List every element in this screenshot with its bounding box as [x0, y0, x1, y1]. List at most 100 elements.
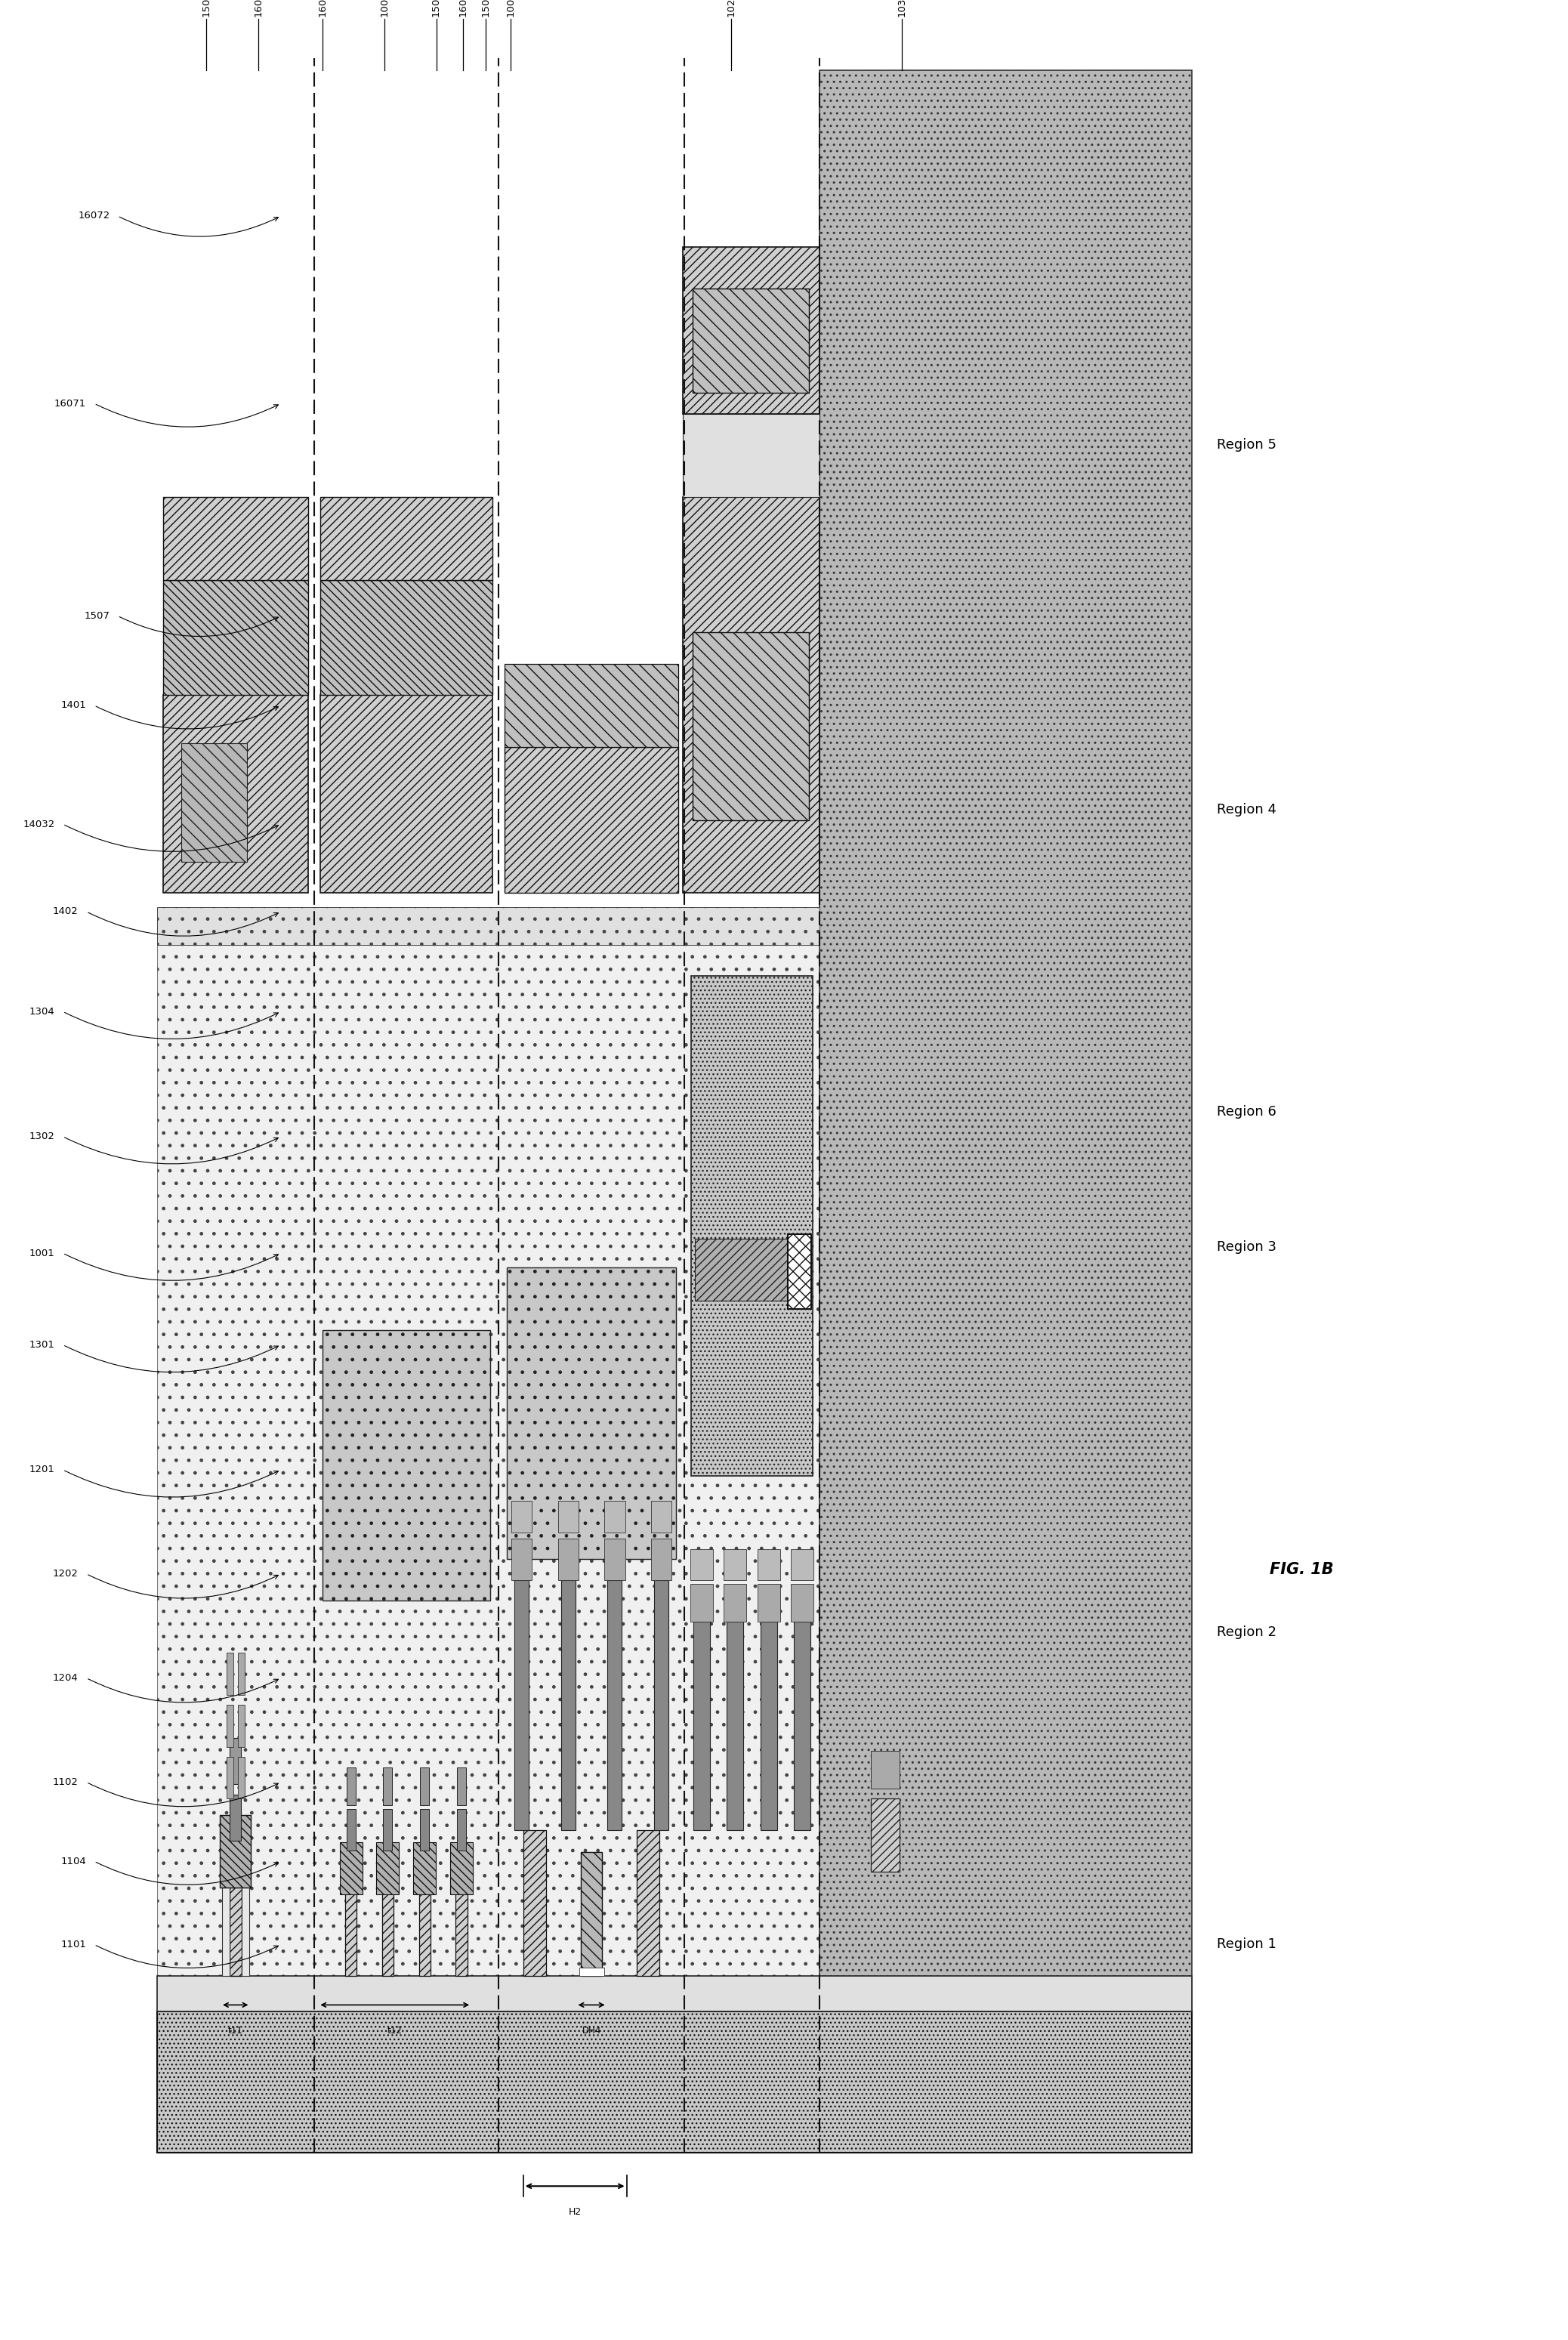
Text: 1402: 1402 — [53, 906, 78, 917]
Bar — [690, 1584, 713, 1622]
Text: 1302: 1302 — [30, 1133, 55, 1142]
Bar — [695, 1238, 809, 1301]
Text: 1104: 1104 — [61, 1856, 86, 1865]
Bar — [514, 1580, 528, 1830]
Text: DH4: DH4 — [582, 2026, 601, 2036]
Text: 1507: 1507 — [85, 611, 110, 620]
Text: 1605: 1605 — [458, 0, 467, 16]
Bar — [238, 1706, 245, 1746]
Bar — [604, 1537, 626, 1580]
Text: FIG. 1B: FIG. 1B — [1270, 1563, 1333, 1577]
Bar — [604, 1500, 626, 1533]
Bar — [320, 496, 492, 580]
Bar — [383, 1809, 392, 1851]
Bar — [163, 695, 307, 894]
Text: 1506: 1506 — [202, 0, 212, 16]
Bar — [320, 695, 492, 894]
Bar — [506, 1268, 676, 1558]
Bar — [511, 1537, 532, 1580]
Text: 1201: 1201 — [30, 1465, 55, 1474]
Bar — [870, 1799, 900, 1872]
Text: 1204: 1204 — [53, 1673, 78, 1682]
Bar — [157, 908, 818, 945]
Text: 103: 103 — [897, 0, 906, 16]
Text: Region 3: Region 3 — [1217, 1240, 1276, 1254]
Bar — [693, 1622, 710, 1830]
Bar — [221, 1881, 229, 1975]
Bar — [760, 1622, 778, 1830]
Bar — [724, 1584, 746, 1622]
Bar — [690, 1549, 713, 1580]
Bar — [383, 1767, 392, 1804]
Bar — [376, 1842, 400, 1895]
Bar — [651, 1537, 671, 1580]
Bar — [682, 248, 818, 414]
Bar — [724, 1549, 746, 1580]
Text: 1304: 1304 — [30, 1006, 55, 1016]
Bar — [220, 1816, 251, 1888]
Bar — [182, 742, 246, 861]
Bar — [637, 1830, 660, 1975]
Bar — [226, 1706, 234, 1746]
Bar — [347, 1767, 356, 1804]
Text: 1301: 1301 — [30, 1341, 55, 1350]
Text: 16062: 16062 — [317, 0, 328, 16]
Bar — [347, 1809, 356, 1851]
Text: Region 2: Region 2 — [1217, 1626, 1276, 1638]
Bar — [691, 976, 812, 1477]
Bar — [524, 1830, 546, 1975]
Bar — [230, 1795, 241, 1839]
Bar — [420, 1767, 430, 1804]
Text: 1505: 1505 — [431, 0, 441, 16]
Bar — [561, 1580, 575, 1830]
Bar — [682, 414, 818, 496]
Bar — [651, 1500, 671, 1533]
Text: 1101: 1101 — [61, 1940, 86, 1949]
Bar — [163, 580, 307, 695]
Text: 16072: 16072 — [78, 211, 110, 220]
Bar — [757, 1549, 779, 1580]
Bar — [456, 1809, 466, 1851]
Text: Region 5: Region 5 — [1217, 438, 1276, 452]
Text: t11: t11 — [227, 2026, 243, 2036]
Bar — [163, 496, 307, 580]
Text: Region 1: Region 1 — [1217, 1938, 1276, 1952]
Bar — [818, 70, 1192, 2153]
Text: 102: 102 — [726, 0, 735, 16]
Text: 1202: 1202 — [53, 1568, 78, 1580]
Text: H2: H2 — [568, 2207, 582, 2216]
Text: 14032: 14032 — [24, 819, 55, 828]
Bar — [607, 1580, 622, 1830]
Text: 100: 100 — [506, 0, 516, 16]
Bar — [419, 1851, 430, 1975]
Text: 16071: 16071 — [55, 398, 86, 407]
Bar — [505, 746, 679, 894]
Bar — [511, 1500, 532, 1533]
Text: Region 6: Region 6 — [1217, 1104, 1276, 1119]
Text: 16061: 16061 — [254, 0, 263, 16]
Bar — [450, 1842, 474, 1895]
Text: 1501: 1501 — [481, 0, 491, 16]
Bar — [241, 1881, 249, 1975]
Bar — [414, 1842, 436, 1895]
Bar — [757, 1584, 779, 1622]
Bar — [654, 1580, 668, 1830]
Text: 1401: 1401 — [61, 700, 86, 711]
Bar — [229, 1839, 241, 1975]
Bar — [157, 945, 818, 1975]
Text: 1001: 1001 — [30, 1247, 55, 1259]
Bar — [582, 1851, 602, 1975]
Bar — [793, 1622, 811, 1830]
Bar — [420, 1809, 430, 1851]
Bar — [693, 288, 809, 393]
Bar — [323, 1329, 491, 1601]
Text: Region 4: Region 4 — [1217, 803, 1276, 817]
Bar — [238, 1757, 245, 1799]
Bar — [790, 1549, 814, 1580]
Bar — [345, 1851, 356, 1975]
Text: t12: t12 — [387, 2026, 403, 2036]
Bar — [383, 1851, 394, 1975]
Bar — [157, 2010, 1192, 2153]
Bar — [682, 496, 818, 894]
Bar — [456, 1851, 467, 1975]
